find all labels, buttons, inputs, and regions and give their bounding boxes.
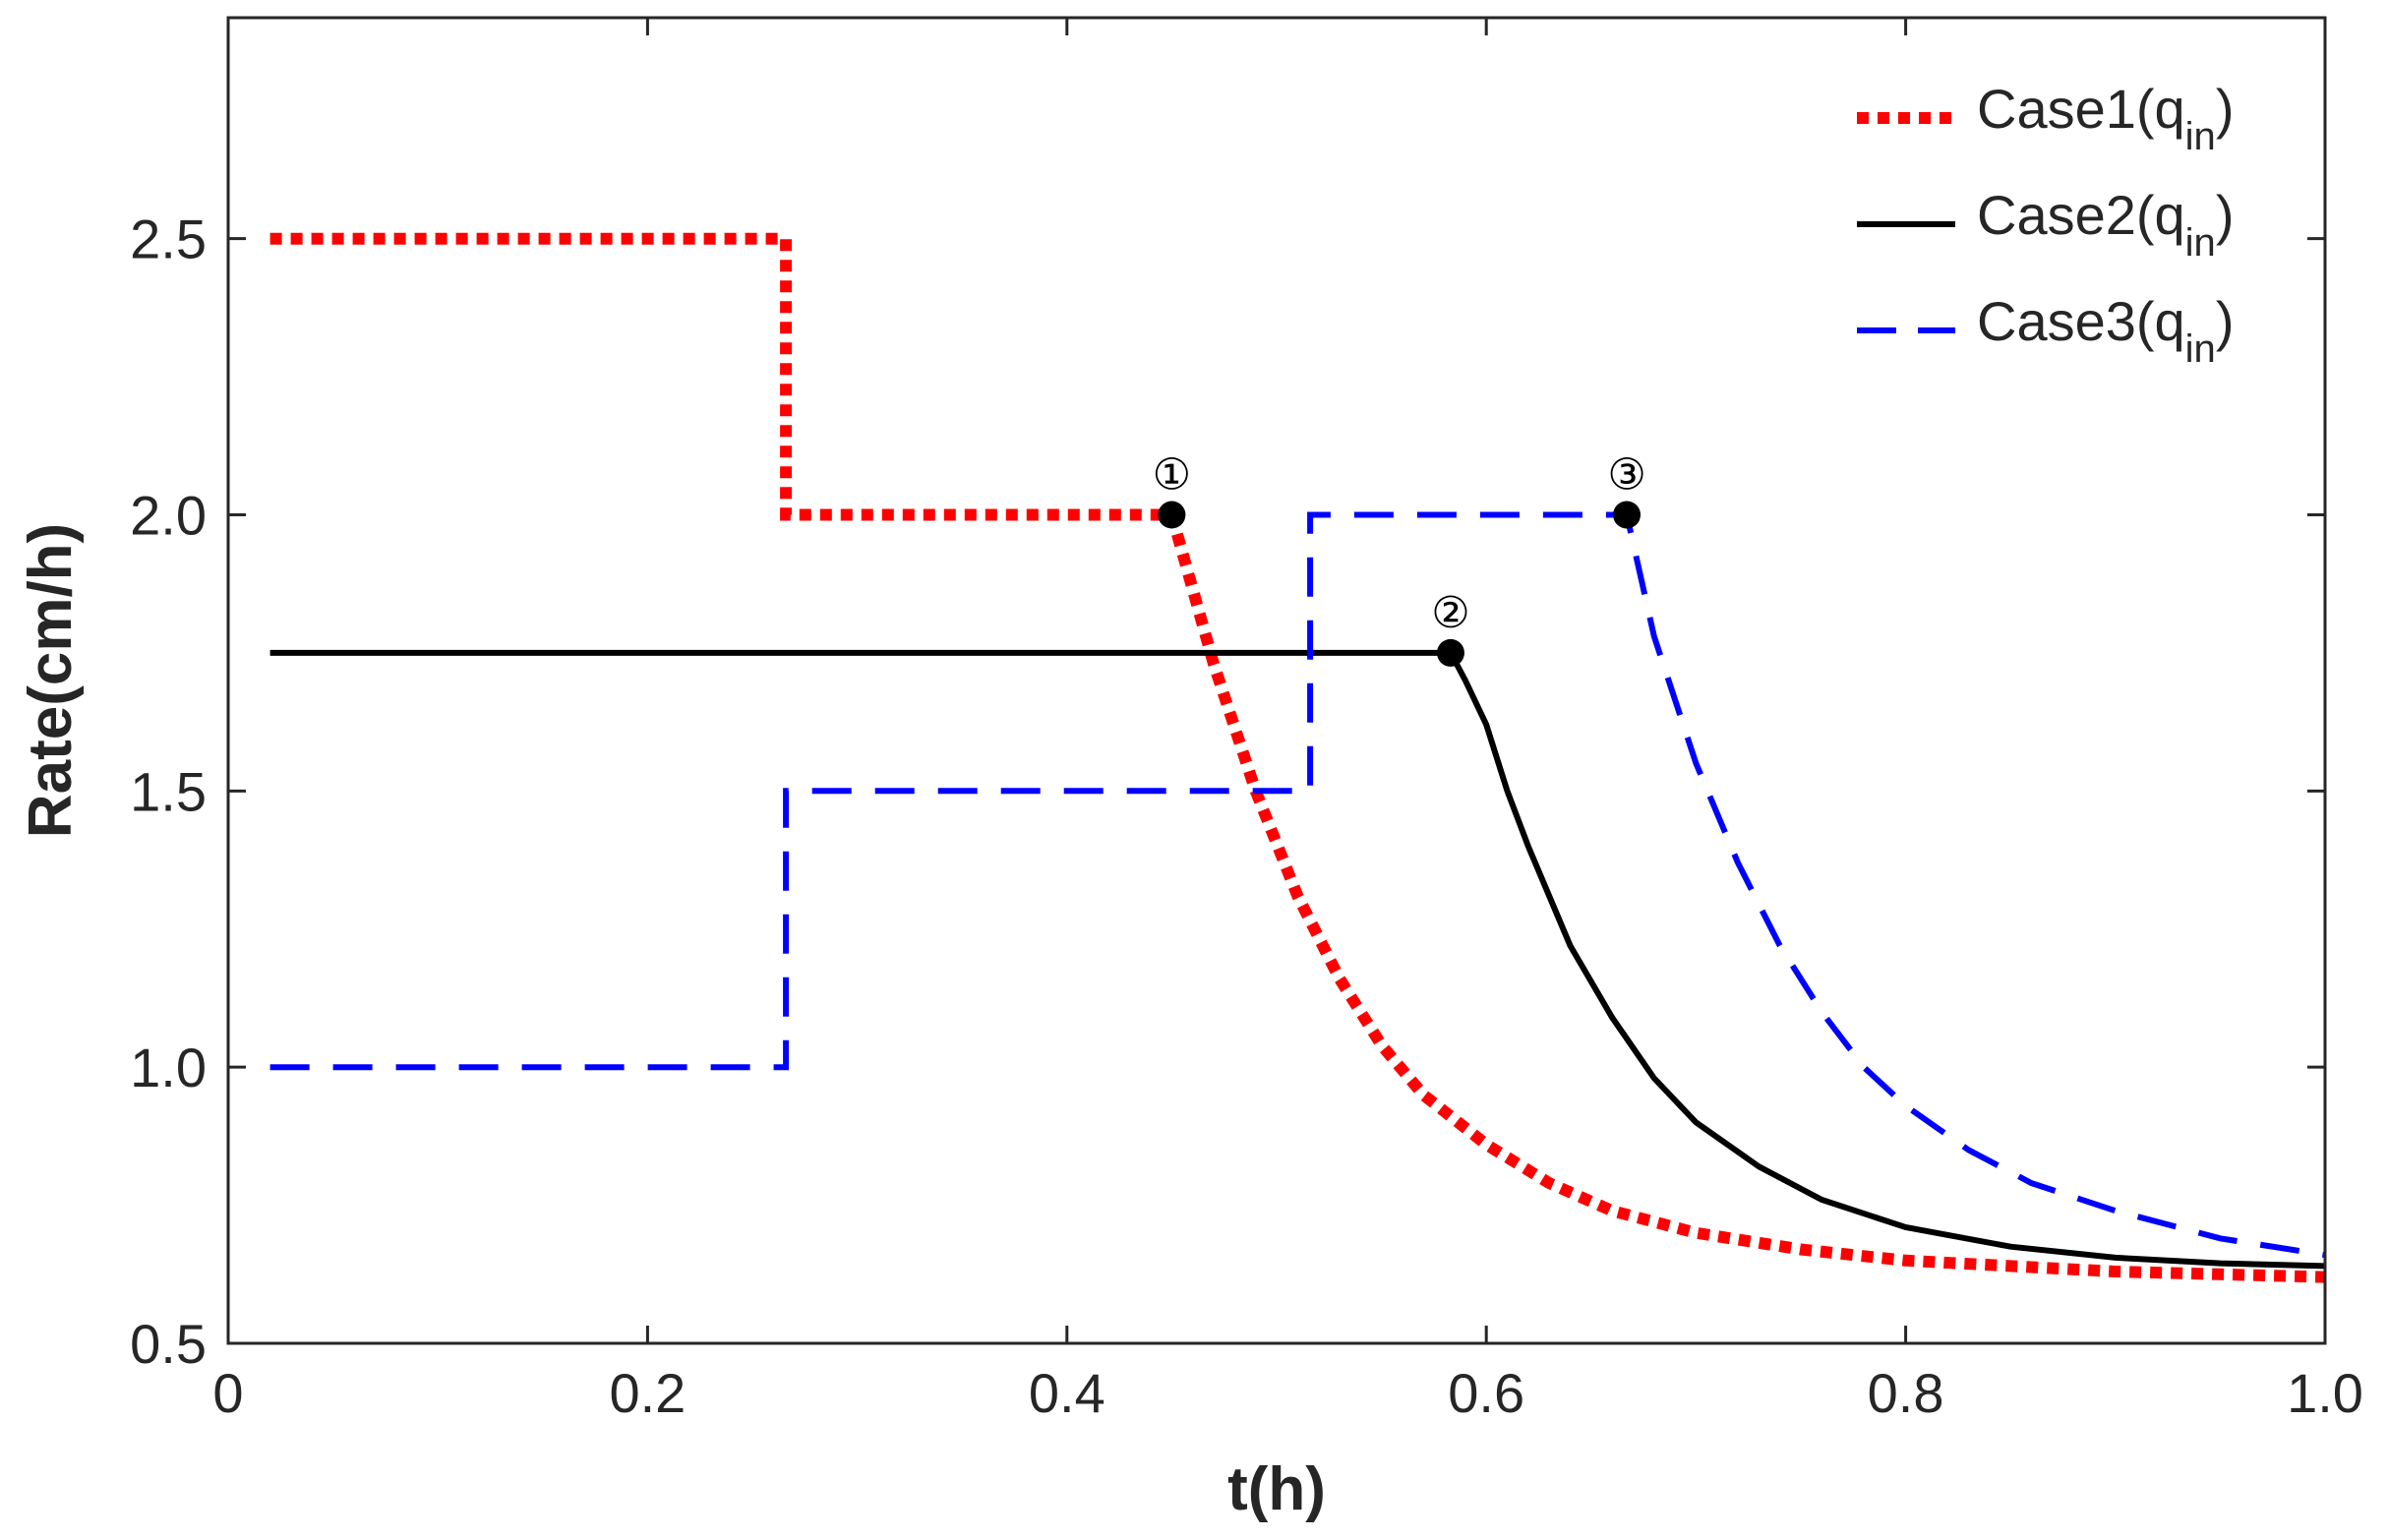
point-marker-label: ③ [1607,450,1645,501]
legend-label-case3: Case3(qin) [1977,290,2234,371]
series-line-case1 [269,232,2326,1283]
series-layer [269,232,2326,1283]
axes-box [226,16,2327,1345]
legend: Case1(qin) Case2(qin) Case3(qin) [1857,78,2234,371]
point-marker-label: ① [1153,450,1191,501]
plot-area [228,18,2325,1343]
y-tick-label: 2.0 [130,485,207,547]
legend-label-case2: Case2(qin) [1977,184,2234,265]
y-tick-label: 2.5 [130,208,207,270]
point-marker [1613,501,1642,529]
point-marker [1436,638,1464,667]
x-tick-label: 1.0 [2287,1362,2363,1424]
point-marker-label: ② [1431,588,1469,638]
x-tick-label: 0.2 [609,1362,686,1424]
x-tick-label: 0 [212,1362,243,1424]
legend-label-case1: Case1(qin) [1977,78,2234,158]
series-line-case2 [269,649,2326,1270]
x-tick-label: 0.6 [1448,1362,1524,1424]
y-tick-label: 1.0 [130,1037,207,1098]
tick-layer: 0 0.2 0.4 0.6 0.8 1.0 0.5 1.0 1.5 2.0 2.5 [130,18,2363,1424]
point-marker [1158,501,1186,529]
marker-layer: ① ② ③ [1153,450,1646,667]
y-tick-label: 1.5 [130,760,207,822]
series-line-case3 [269,511,2326,1259]
x-tick-label: 0.8 [1868,1362,1944,1424]
x-axis-label: t(h) [1227,1455,1326,1523]
y-axis-label: Rate(cm/h) [17,523,85,838]
x-tick-label: 0.4 [1029,1362,1105,1424]
y-tick-label: 0.5 [130,1313,207,1375]
